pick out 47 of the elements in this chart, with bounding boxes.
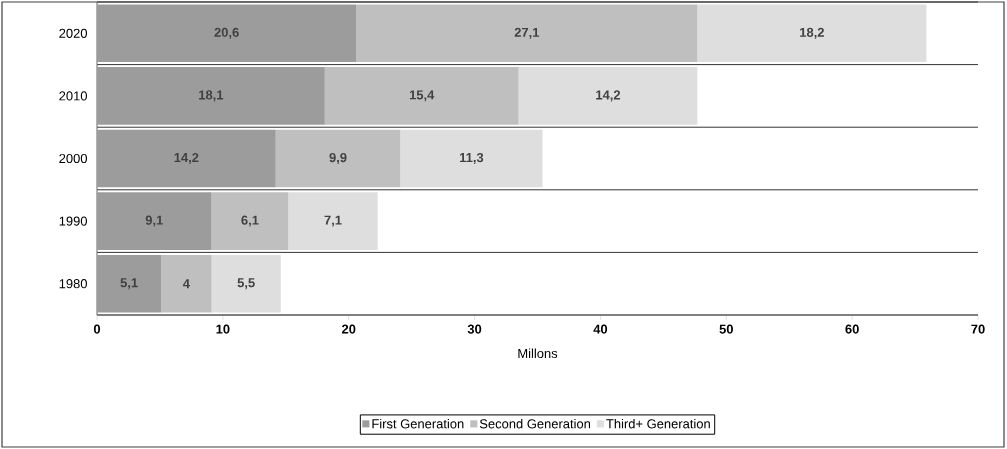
data-label: 27,1 xyxy=(514,27,540,39)
data-label: 5,5 xyxy=(237,278,255,290)
x-tick-label: 0 xyxy=(93,324,101,334)
x-tick-label: 20 xyxy=(341,324,356,334)
data-label: 5,1 xyxy=(120,278,138,290)
legend-label: Second Generation xyxy=(479,418,591,429)
bar xyxy=(518,67,698,125)
data-label: 7,1 xyxy=(324,215,342,227)
bar xyxy=(97,4,357,63)
x-axis-title: Millons xyxy=(518,348,558,359)
bar xyxy=(275,129,401,188)
data-label: 11,3 xyxy=(460,152,484,165)
data-label: 20,6 xyxy=(214,27,239,39)
data-label: 9,9 xyxy=(329,152,347,165)
legend-label: Third+ Generation xyxy=(606,418,710,429)
legend-label: First Generation xyxy=(372,418,464,429)
y-tick-label: 2000 xyxy=(59,153,87,164)
bar xyxy=(324,67,519,125)
y-tick-label: 1990 xyxy=(59,216,87,226)
bar xyxy=(288,192,378,250)
bar xyxy=(161,254,212,313)
bar xyxy=(97,254,162,313)
x-tick-label: 50 xyxy=(719,324,733,334)
data-label: 6,1 xyxy=(241,215,259,227)
data-label: 14,2 xyxy=(174,152,199,165)
data-label: 15,4 xyxy=(409,90,435,102)
bar xyxy=(697,4,927,63)
data-label: 18,1 xyxy=(199,90,224,102)
x-tick-label: 70 xyxy=(971,324,985,334)
bar xyxy=(356,4,698,63)
x-tick-label: 10 xyxy=(216,324,230,334)
bar xyxy=(211,192,289,250)
data-label: 18,2 xyxy=(800,27,824,39)
data-label: 4 xyxy=(182,279,190,289)
data-label: 9,1 xyxy=(145,215,163,227)
bar xyxy=(400,129,543,188)
x-tick-label: 30 xyxy=(467,324,482,334)
y-tick-label: 2010 xyxy=(59,91,87,101)
y-tick-label: 2020 xyxy=(59,28,87,38)
data-label: 14,2 xyxy=(596,90,621,102)
bar xyxy=(97,129,276,188)
y-tick-label: 1980 xyxy=(59,279,87,289)
x-tick-label: 60 xyxy=(845,324,859,334)
x-tick-label: 40 xyxy=(593,324,608,334)
bar xyxy=(211,254,281,313)
bar xyxy=(97,192,212,250)
bar xyxy=(97,67,325,125)
